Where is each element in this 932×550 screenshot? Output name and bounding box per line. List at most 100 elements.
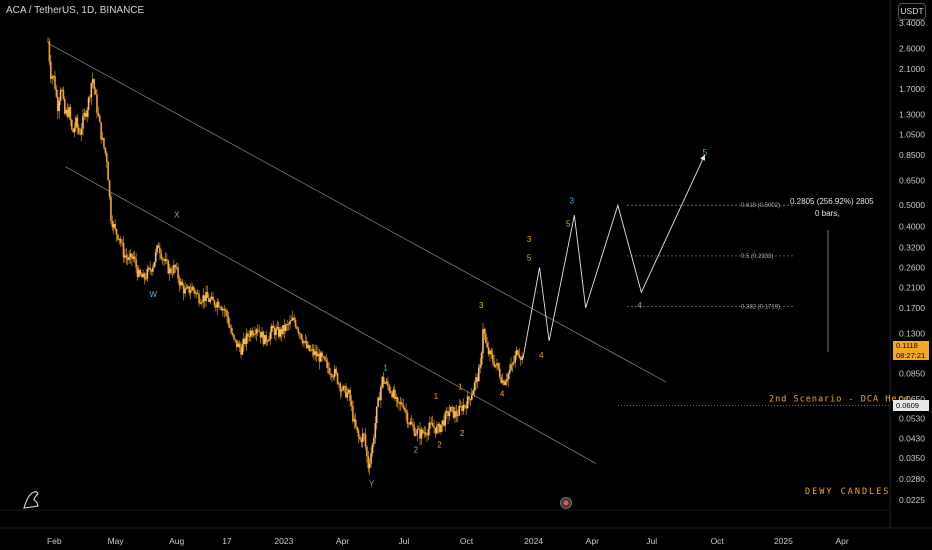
wave-label: 1 (383, 363, 388, 372)
wave-label: W (149, 290, 157, 299)
candle-body (490, 350, 493, 355)
candle-body (140, 274, 143, 278)
candle-body (170, 268, 172, 273)
candle-body (280, 329, 283, 335)
candle-body (331, 374, 333, 378)
candle-body (305, 340, 308, 348)
y-tick-label: 0.3200 (899, 243, 925, 253)
candle-body (125, 255, 128, 258)
candle-body (223, 308, 226, 311)
candle-body (422, 429, 424, 433)
candle-body (174, 264, 177, 268)
y-tick-label: 0.2600 (899, 262, 925, 272)
candle-body (420, 429, 423, 439)
candle-body (361, 433, 364, 443)
candle-body (122, 243, 125, 258)
candle-body (283, 325, 286, 331)
candle-body (58, 100, 60, 112)
candle-body (49, 61, 52, 79)
candle-body (382, 376, 385, 384)
candle-body (65, 109, 67, 114)
x-tick-label: Jul (646, 536, 657, 546)
y-axis[interactable]: 3.4000 2.6000 2.1000 1.7000 1.3000 1.0500 0.85… (889, 0, 925, 528)
candle-body (443, 420, 445, 426)
candle-body (458, 406, 461, 416)
candle-body (314, 351, 316, 355)
candle-body (518, 354, 521, 358)
currency-button[interactable]: USDT (898, 3, 926, 20)
candle-body (55, 88, 58, 97)
candle-body (233, 335, 235, 340)
candle-body (135, 259, 137, 268)
candle-body (451, 406, 454, 408)
wave-label: 5 (527, 253, 532, 262)
x-tick-label: 2024 (524, 536, 543, 546)
wave-label: 2 (437, 441, 442, 450)
candle-body (354, 419, 357, 427)
candle-body (216, 301, 219, 308)
candle-body (276, 327, 279, 329)
candle-body (342, 386, 344, 391)
projection-line (522, 154, 706, 359)
candle-body (319, 352, 322, 362)
candle-body (255, 329, 258, 334)
fib-level-label: 0.5 (0.2933) (741, 254, 773, 260)
candle-body (287, 323, 290, 325)
candle-body (66, 109, 69, 117)
candle-body (205, 292, 207, 302)
candle-body (139, 269, 142, 275)
candle-body (103, 138, 105, 148)
candle-body (220, 307, 223, 311)
candle-body (370, 453, 372, 464)
candle-body (161, 258, 164, 260)
candle-body (468, 396, 470, 400)
candle-body (464, 404, 466, 406)
candle-body (76, 117, 79, 128)
candle-body (175, 267, 178, 268)
candle-body (461, 406, 463, 412)
candle-body (505, 379, 508, 382)
candle-body (457, 415, 459, 417)
candle-body (289, 320, 291, 325)
candle-body (438, 424, 441, 433)
wave-labels: X W 1 Y 2 1 2 1 2 3 4 4 3 5 5 3 4 5 (149, 148, 707, 488)
candle-body (486, 342, 488, 348)
candle-body (270, 325, 273, 332)
candle-body (73, 127, 76, 133)
candle-body (476, 377, 479, 382)
candle-body (333, 368, 336, 377)
candle-body (245, 333, 248, 345)
candle-body (177, 267, 179, 279)
candle-body (94, 89, 97, 95)
candle-body (114, 223, 116, 230)
candle-body (133, 256, 136, 260)
candle-body (494, 364, 497, 367)
candle-body (136, 267, 139, 277)
candle-body (217, 301, 220, 308)
candle-body (171, 272, 174, 274)
x-tick-label: Jul (398, 536, 409, 546)
y-tick-label: 2.1000 (899, 64, 925, 74)
candle-body (290, 320, 293, 322)
candle-body (466, 396, 469, 409)
chart-title: ACA / TetherUS, 1D, BINANCE (6, 5, 145, 16)
candle-body (132, 256, 135, 259)
candle-body (345, 386, 347, 398)
candle-body (396, 397, 399, 402)
wave-label: X (174, 210, 180, 219)
x-tick-label: May (108, 536, 125, 546)
candle-body (389, 391, 392, 393)
candle-body (375, 406, 378, 424)
x-axis[interactable]: Feb May Aug 17 2023 Apr Jul Oct 2024 Apr Jul Oct 202… (0, 509, 932, 546)
candle-body (484, 333, 487, 343)
wave-label: 4 (539, 351, 544, 360)
projection-path (522, 154, 706, 359)
candle-body (167, 260, 170, 274)
candle-body (236, 340, 238, 348)
wave-label: 5 (566, 219, 571, 228)
candle-body (119, 238, 122, 243)
candle-body (143, 273, 146, 280)
candle-body (68, 107, 70, 117)
candle-body (182, 285, 185, 294)
